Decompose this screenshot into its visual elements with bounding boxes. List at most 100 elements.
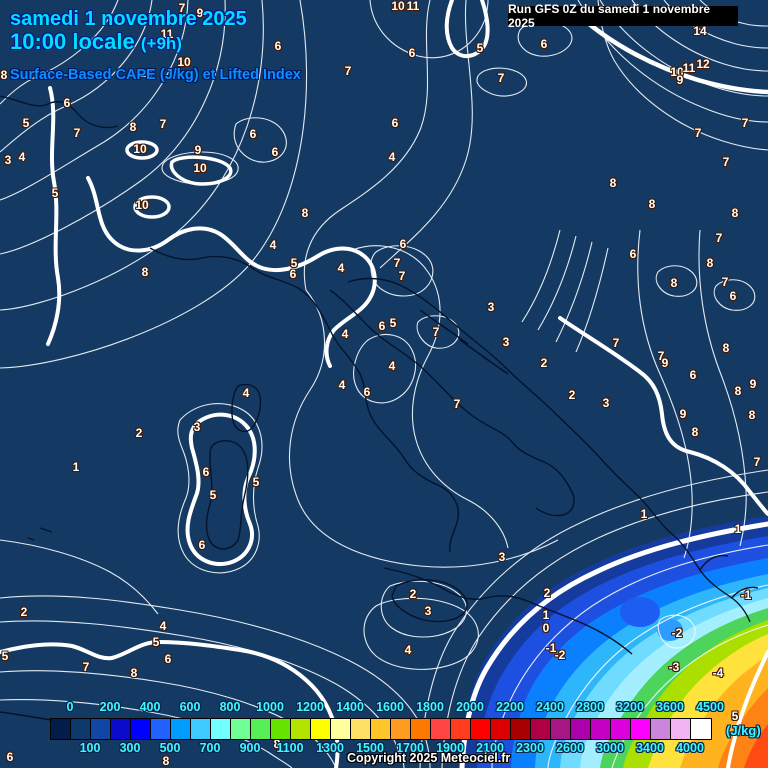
map-value-label: 11 <box>160 27 174 41</box>
map-value-label: 5 <box>1 649 9 663</box>
map-value-label: 4 <box>242 386 250 400</box>
map-value-label: 6 <box>198 538 206 552</box>
legend-cell <box>671 719 691 739</box>
map-value-label: 6 <box>63 96 71 110</box>
legend-value-label: 1800 <box>416 700 444 714</box>
legend-value-label: 4500 <box>696 700 724 714</box>
map-value-label: 8 <box>273 737 281 751</box>
map-value-label: 7 <box>722 155 730 169</box>
map-value-label: -1 <box>740 588 752 602</box>
map-value-label: 7 <box>159 117 167 131</box>
map-value-label: 6 <box>629 247 637 261</box>
legend-cell <box>471 719 491 739</box>
map-value-label: 6 <box>408 46 416 60</box>
legend-value-label: 800 <box>219 700 241 714</box>
map-value-label: -1 <box>545 641 557 655</box>
map-value-label: 5 <box>389 316 397 330</box>
map-value-label: 8 <box>0 68 8 82</box>
map-value-label: 9 <box>749 377 757 391</box>
map-value-label: 7 <box>82 660 90 674</box>
map-value-label: 1 <box>542 608 550 622</box>
legend-value-label: 400 <box>139 700 161 714</box>
map-value-label: 1 <box>640 507 648 521</box>
map-value-label: 4 <box>18 150 26 164</box>
map-value-label: 11 <box>406 0 420 13</box>
legend-cell <box>391 719 411 739</box>
legend-cell <box>291 719 311 739</box>
map-value-label: 2 <box>540 356 548 370</box>
legend-cell <box>111 719 131 739</box>
legend-value-label: 700 <box>199 741 221 755</box>
legend-cell <box>311 719 331 739</box>
legend-cell <box>271 719 291 739</box>
legend-cell <box>691 719 711 739</box>
map-value-label: 3 <box>502 335 510 349</box>
legend-cell <box>131 719 151 739</box>
map-value-label: 6 <box>6 750 14 764</box>
map-value-label: 9 <box>676 73 684 87</box>
map-value-label: 4 <box>404 643 412 657</box>
legend-value-label: 1600 <box>376 700 404 714</box>
legend-value-label: 500 <box>159 741 181 755</box>
legend-value-label: 300 <box>119 741 141 755</box>
map-value-label: 6 <box>729 289 737 303</box>
map-value-label: 2 <box>20 605 28 619</box>
legend-value-label: 3600 <box>656 700 684 714</box>
map-value-label: 9 <box>679 407 687 421</box>
map-value-label: 6 <box>164 652 172 666</box>
map-value-label: 4 <box>338 378 346 392</box>
map-value-label: 10 <box>133 142 147 156</box>
map-value-label: 7 <box>432 325 440 339</box>
legend-cell <box>511 719 531 739</box>
map-value-label: 7 <box>344 64 352 78</box>
legend-value-label: 100 <box>79 741 101 755</box>
legend-cell <box>171 719 191 739</box>
map-value-label: 6 <box>391 116 399 130</box>
map-value-label: 7 <box>741 116 749 130</box>
legend-value-label: 0 <box>66 700 74 714</box>
map-value-label: 8 <box>130 666 138 680</box>
legend-cell <box>371 719 391 739</box>
legend-value-label: 2800 <box>576 700 604 714</box>
scale-unit-label: (J/kg) <box>726 723 761 738</box>
legend-value-label: 2100 <box>476 741 504 755</box>
map-value-label: 3 <box>193 420 201 434</box>
map-value-label: -4 <box>712 666 724 680</box>
map-value-label: 10 <box>177 55 191 69</box>
map-value-label: 7 <box>398 269 406 283</box>
map-value-label: 7 <box>715 231 723 245</box>
time-title: 10:00 locale (+9h) <box>10 31 182 53</box>
map-value-label: 10 <box>193 161 207 175</box>
map-value-label: 7 <box>393 256 401 270</box>
map-value-label: 6 <box>271 145 279 159</box>
map-value-label: 8 <box>670 276 678 290</box>
legend-cell <box>191 719 211 739</box>
map-value-label: 6 <box>202 465 210 479</box>
map-value-label: 2 <box>135 426 143 440</box>
map-value-label: 10 <box>135 198 149 212</box>
map-value-label: 5 <box>476 41 484 55</box>
map-value-label: 8 <box>141 265 149 279</box>
map-value-label: 4 <box>388 150 396 164</box>
legend-value-label: 900 <box>239 741 261 755</box>
legend-value-label: 1000 <box>256 700 284 714</box>
map-value-label: 7 <box>721 275 729 289</box>
legend-cell <box>91 719 111 739</box>
map-value-label: 1 <box>734 522 742 536</box>
map-value-label: 4 <box>337 261 345 275</box>
map-value-label: 6 <box>540 37 548 51</box>
map-value-label: 2 <box>409 587 417 601</box>
legend-cell <box>431 719 451 739</box>
map-value-label: 8 <box>648 197 656 211</box>
map-value-label: 5 <box>252 475 260 489</box>
map-value-label: 6 <box>378 319 386 333</box>
cape-color-scale <box>50 718 712 740</box>
legend-cell <box>331 719 351 739</box>
legend-cell <box>611 719 631 739</box>
map-value-label: 3 <box>424 604 432 618</box>
local-time: 10:00 locale <box>10 29 135 54</box>
map-value-label: 3 <box>487 300 495 314</box>
legend-value-label: 1300 <box>316 741 344 755</box>
legend-value-label: 3000 <box>596 741 624 755</box>
